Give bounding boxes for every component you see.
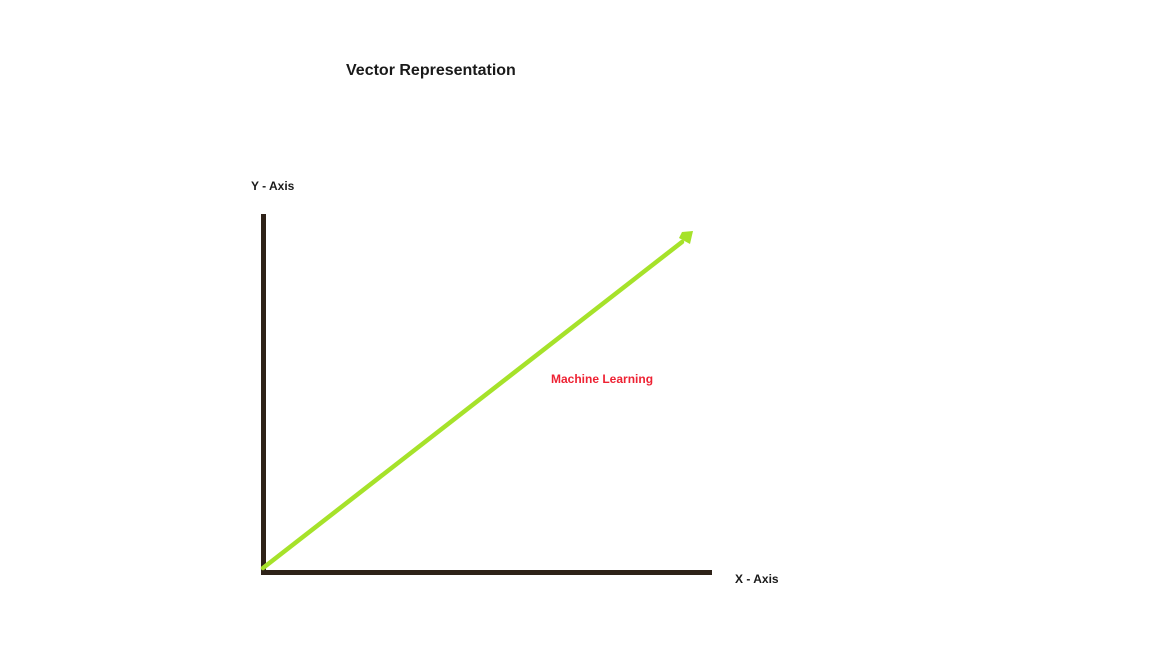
y-axis-label: Y - Axis (251, 179, 295, 193)
vector-arrow-shaft (260, 239, 685, 571)
diagram-title: Vector Representation (346, 62, 516, 79)
vector-label: Machine Learning (551, 372, 654, 386)
x-axis-label: X - Axis (735, 572, 779, 586)
vector-arrow-head (679, 231, 693, 244)
